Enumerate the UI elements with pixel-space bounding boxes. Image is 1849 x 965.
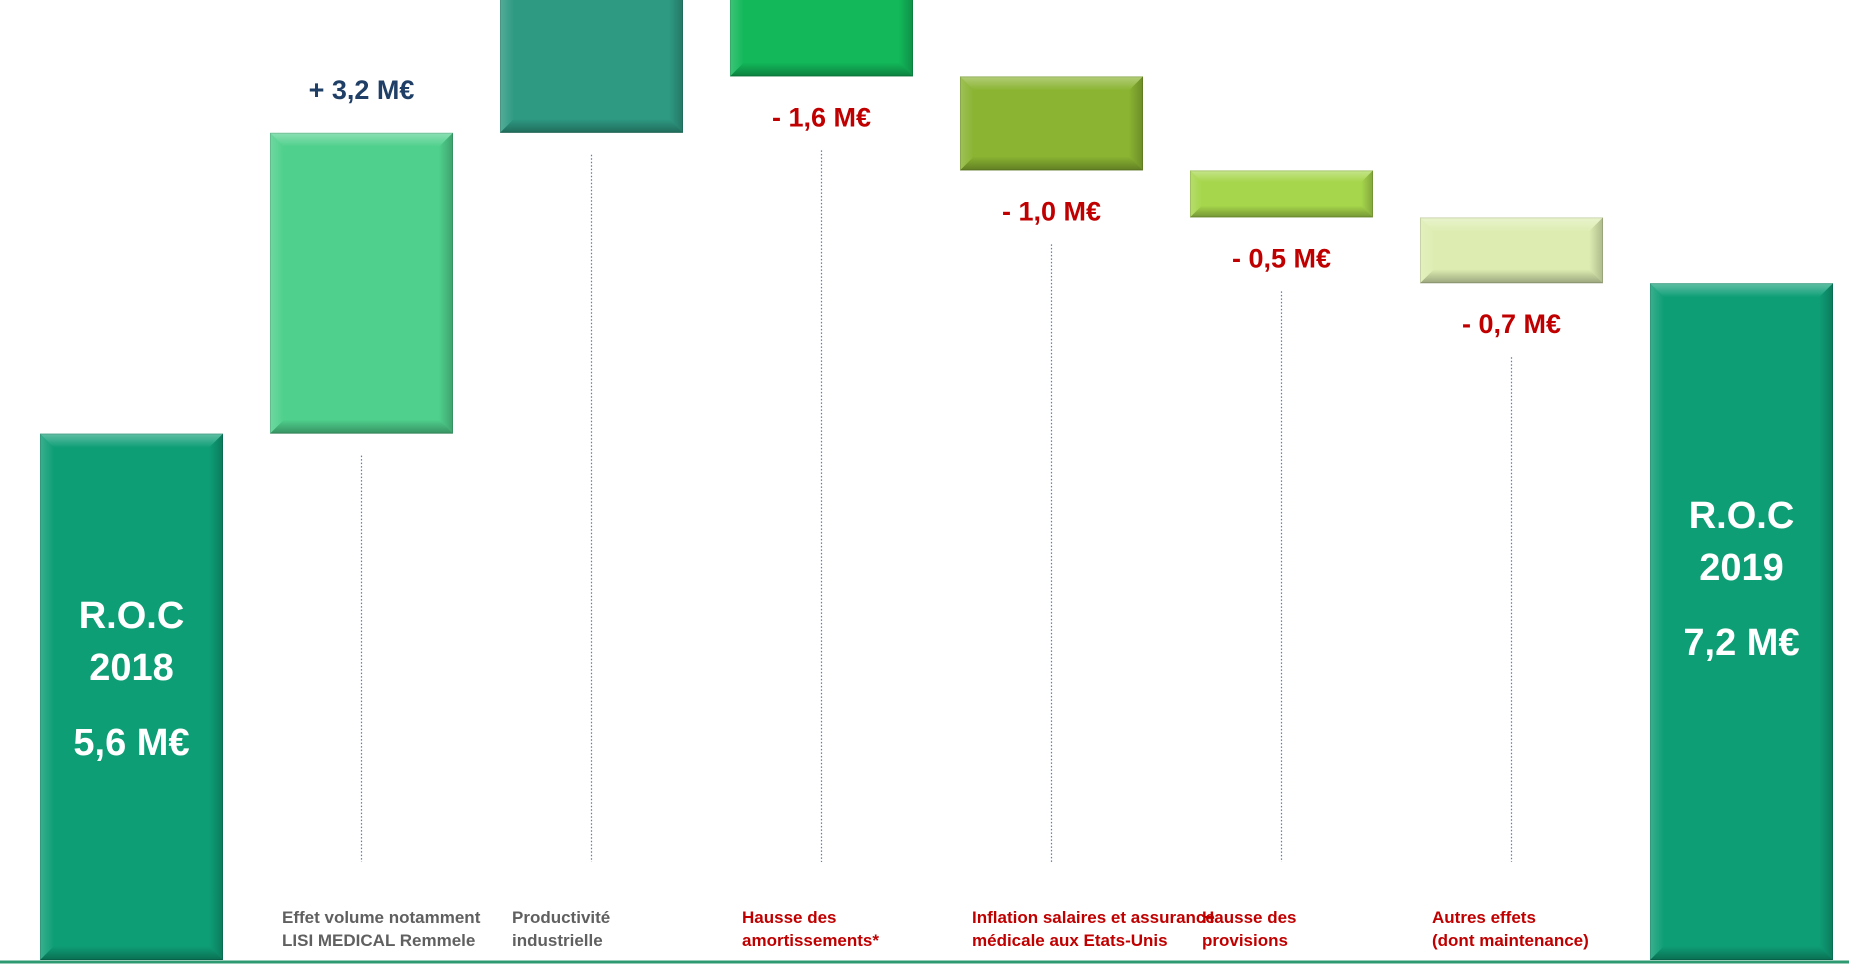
step-5-category-line1: Hausse des [1202, 908, 1297, 927]
step-5-value-label: - 0,5 M€ [1232, 243, 1331, 273]
end-bar-value-label: 7,2 M€ [1683, 622, 1799, 664]
step-3-category-line1: Hausse des [742, 908, 837, 927]
start-bar-value-label: 5,6 M€ [73, 722, 189, 764]
step-4-category-line2: médicale aux Etats-Unis [972, 931, 1168, 950]
step-1-value-label: + 3,2 M€ [309, 75, 415, 105]
step-3-value-label: - 1,6 M€ [772, 102, 871, 132]
step-1-category-line2: LISI MEDICAL Remmele [282, 931, 475, 950]
end-bar-title-line2: 2019 [1699, 547, 1784, 589]
step-3-category-line2: amortissements* [742, 931, 879, 950]
bar-end [1650, 283, 1833, 960]
bar-start [40, 433, 223, 961]
bar-step-1 [270, 132, 453, 434]
step-2-category-line2: industrielle [512, 931, 603, 950]
step-2-category-line1: Productivité [512, 908, 610, 927]
bar-step-2 [500, 0, 683, 133]
step-6-category-line2: (dont maintenance) [1432, 931, 1589, 950]
start-bar-title-line2: 2018 [89, 647, 174, 689]
step-4-value-label: - 1,0 M€ [1002, 196, 1101, 226]
bar-step-3 [730, 0, 913, 77]
bar-step-5 [1190, 170, 1373, 218]
end-bar-title-line1: R.O.C [1689, 495, 1795, 537]
bar-step-6 [1420, 217, 1603, 284]
start-bar-title-line1: R.O.C [79, 595, 185, 637]
bar-step-4 [960, 76, 1143, 171]
step-6-category-line1: Autres effets [1432, 908, 1536, 927]
step-1-category-line1: Effet volume notamment [282, 908, 481, 927]
step-5-category-line2: provisions [1202, 931, 1288, 950]
step-4-category-line1: Inflation salaires et assurance [972, 908, 1215, 927]
step-6-value-label: - 0,7 M€ [1462, 309, 1561, 339]
